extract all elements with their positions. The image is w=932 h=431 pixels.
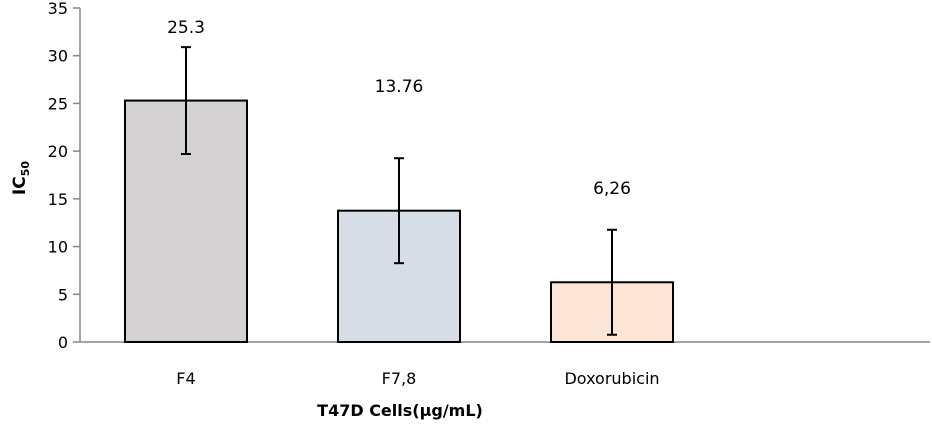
y-tick-label: 25 (48, 94, 68, 113)
y-tick-label: 20 (48, 142, 68, 161)
x-tick-labels: F4 F7,8 Doxorubicin (176, 369, 659, 388)
data-label: 25.3 (167, 18, 205, 38)
y-tick-label: 10 (48, 238, 68, 257)
y-axis-title: IC50 (10, 161, 32, 195)
data-label: 13.76 (375, 77, 424, 97)
x-tick-label: F7,8 (382, 369, 417, 388)
y-tick-label: 0 (58, 333, 68, 352)
y-tick-label: 30 (48, 47, 68, 66)
y-tick-label: 35 (48, 0, 68, 18)
y-tick-label: 5 (58, 285, 68, 304)
x-axis-title: T47D Cells(µg/mL) (317, 401, 483, 420)
x-tick-label: Doxorubicin (564, 369, 659, 388)
bars: 25.3 13.76 6,26 (124, 18, 674, 344)
x-tick-label: F4 (176, 369, 195, 388)
y-tick-label: 15 (48, 190, 68, 209)
data-label: 6,26 (593, 179, 631, 199)
